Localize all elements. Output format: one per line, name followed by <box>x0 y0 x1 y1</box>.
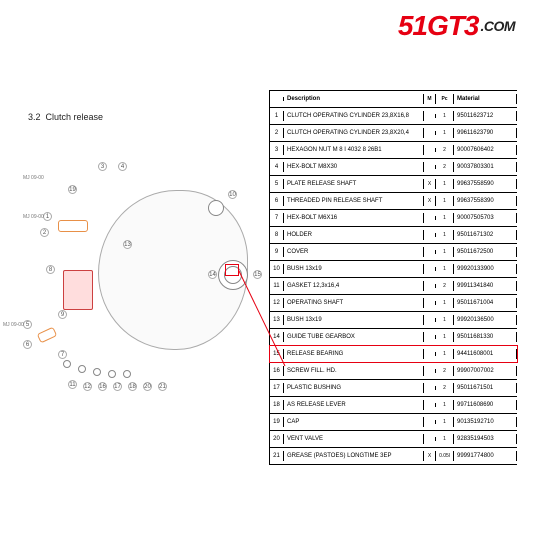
page: 51GT3.COM 3.2 Clutch release 3 4 19 10 1… <box>0 0 533 533</box>
leader-line <box>0 0 533 533</box>
callout-box <box>225 264 239 276</box>
